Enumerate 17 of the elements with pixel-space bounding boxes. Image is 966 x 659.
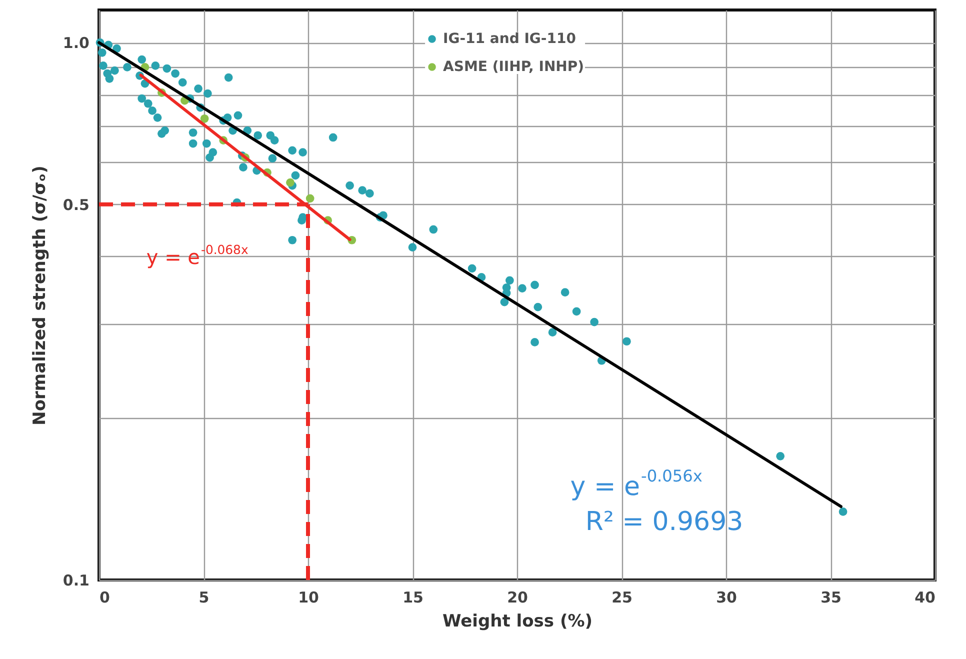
legend-label: ASME (IIHP, INHP) xyxy=(443,59,584,75)
x-tick-label: 20 xyxy=(507,588,528,606)
x-tick-label: 30 xyxy=(716,588,737,606)
legend-label: IG-11 and IG-110 xyxy=(443,31,576,47)
x-tick-label: 35 xyxy=(820,588,842,606)
y-axis-title: Normalized strength (σ/σₒ) xyxy=(30,166,50,426)
x-tick-label: 15 xyxy=(402,588,424,606)
x-tick-label: 5 xyxy=(198,588,210,606)
y-tick-label: 0.5 xyxy=(62,196,90,214)
y-tick-label: 0.1 xyxy=(62,572,90,590)
x-axis-title: Weight loss (%) xyxy=(442,612,593,632)
x-tick-label: 0 xyxy=(100,588,110,606)
x-tick-label: 40 xyxy=(914,588,936,606)
x-tick-label: 25 xyxy=(612,588,632,606)
x-tick-label: 10 xyxy=(298,588,319,606)
annotation: R² = 0.9693 xyxy=(585,507,744,537)
y-tick-label: 1.0 xyxy=(62,34,90,52)
